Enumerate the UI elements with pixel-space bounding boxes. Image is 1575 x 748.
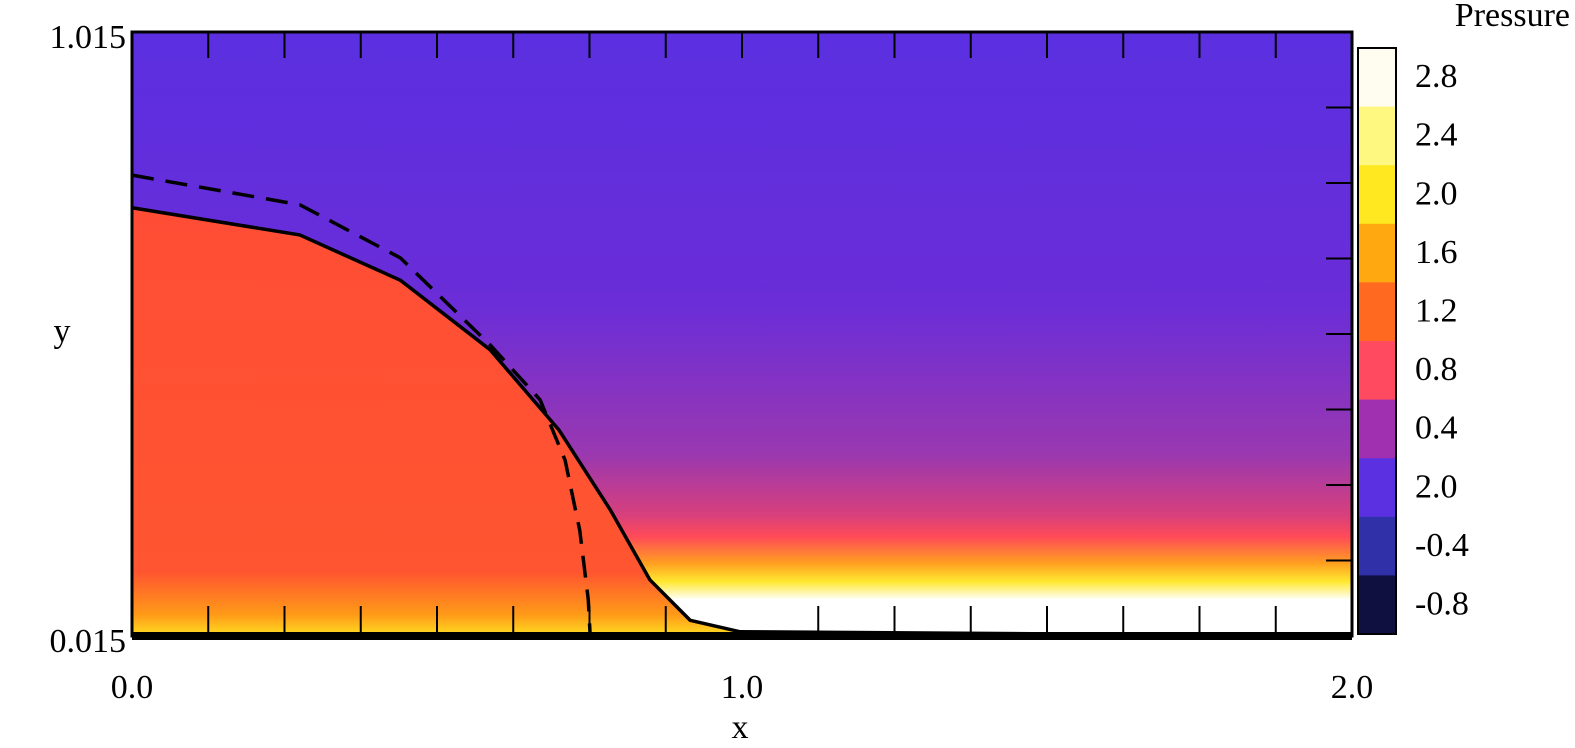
colorbar-label: 1.6	[1415, 234, 1458, 271]
colorbar-title: Pressure	[1455, 0, 1570, 34]
colorbar-label: 1.2	[1415, 292, 1458, 329]
colorbar-band	[1358, 223, 1396, 283]
colorbar-band	[1358, 165, 1396, 225]
colorbar-label: 2.4	[1415, 117, 1458, 154]
field-region	[132, 207, 1352, 636]
colorbar-band	[1358, 516, 1396, 576]
colorbar-band	[1358, 575, 1396, 635]
colorbar-band	[1358, 48, 1396, 108]
colorbar-label: 0.8	[1415, 351, 1458, 388]
colorbar-label: 2.8	[1415, 58, 1458, 95]
colorbar-label: -0.8	[1415, 585, 1469, 622]
interface-line	[131, 173, 700, 636]
colorbar-label: -0.4	[1415, 527, 1469, 564]
interface-line	[131, 206, 1353, 638]
x-tick-label: 0.0	[111, 669, 154, 706]
colorbar-band	[1358, 106, 1396, 166]
colorbar-label: 2.0	[1415, 468, 1458, 505]
x-tick-label: 2.0	[1331, 669, 1374, 706]
colorbar-label: 0.4	[1415, 410, 1458, 447]
colorbar-band	[1358, 282, 1396, 342]
x-axis-label: x	[732, 709, 749, 746]
colorbar-band	[1358, 458, 1396, 518]
colorbar-label: 2.0	[1415, 175, 1458, 212]
y-axis-label: y	[54, 313, 71, 350]
colorbar-band	[1358, 341, 1396, 401]
colorbar-frame	[1357, 47, 1397, 635]
y-tick-label: 0.015	[50, 623, 127, 660]
x-tick-label: 1.0	[721, 669, 764, 706]
y-tick-label: 1.015	[50, 19, 127, 56]
colorbar-band	[1358, 399, 1396, 459]
